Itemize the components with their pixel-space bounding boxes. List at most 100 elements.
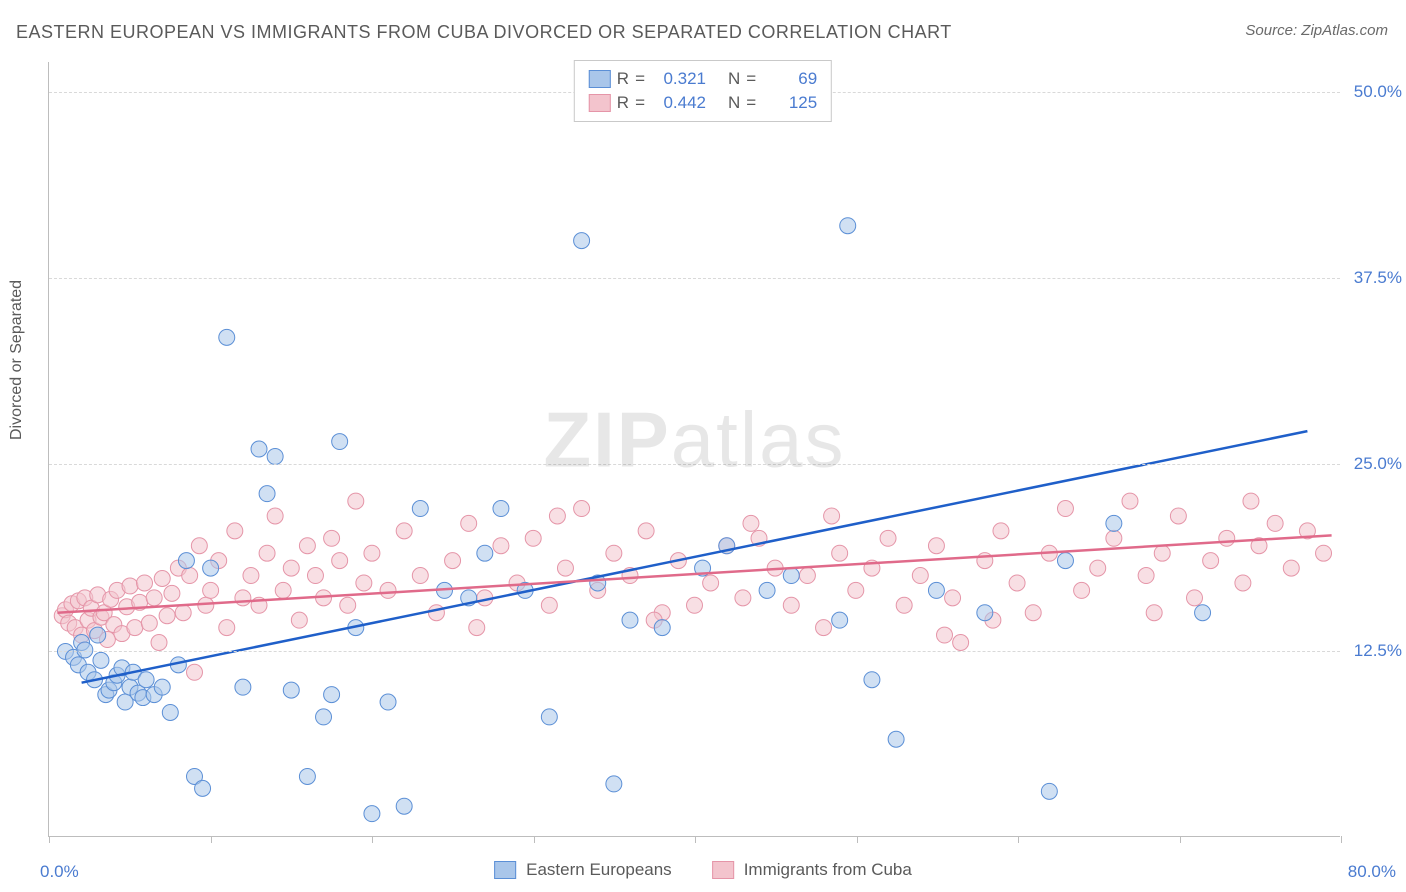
data-point bbox=[307, 568, 323, 584]
data-point bbox=[235, 679, 251, 695]
data-point bbox=[574, 501, 590, 517]
data-point bbox=[259, 486, 275, 502]
data-point bbox=[832, 545, 848, 561]
data-point bbox=[687, 597, 703, 613]
legend-item-cuba: Immigrants from Cuba bbox=[712, 860, 912, 880]
data-point bbox=[291, 612, 307, 628]
data-point bbox=[1090, 560, 1106, 576]
data-point bbox=[267, 508, 283, 524]
y-tick-label: 25.0% bbox=[1354, 454, 1402, 474]
data-point bbox=[1203, 553, 1219, 569]
data-point bbox=[299, 538, 315, 554]
data-point bbox=[164, 585, 180, 601]
swatch-cuba bbox=[589, 94, 611, 112]
data-point bbox=[243, 568, 259, 584]
data-point bbox=[299, 768, 315, 784]
data-point bbox=[380, 582, 396, 598]
data-point bbox=[469, 620, 485, 636]
data-point bbox=[549, 508, 565, 524]
data-point bbox=[1057, 553, 1073, 569]
data-point bbox=[493, 538, 509, 554]
data-point bbox=[203, 582, 219, 598]
source-attribution: Source: ZipAtlas.com bbox=[1245, 22, 1388, 39]
r-label: R bbox=[617, 69, 629, 89]
data-point bbox=[356, 575, 372, 591]
data-point bbox=[1283, 560, 1299, 576]
data-point bbox=[90, 627, 106, 643]
data-point bbox=[557, 560, 573, 576]
eq-sign-3: = bbox=[635, 93, 645, 113]
data-point bbox=[162, 704, 178, 720]
data-point bbox=[953, 635, 969, 651]
y-axis-label: Divorced or Separated bbox=[8, 280, 26, 440]
data-point bbox=[396, 523, 412, 539]
x-origin-label: 0.0% bbox=[40, 862, 79, 882]
data-point bbox=[380, 694, 396, 710]
data-point bbox=[816, 620, 832, 636]
data-point bbox=[154, 679, 170, 695]
data-point bbox=[783, 597, 799, 613]
data-point bbox=[880, 530, 896, 546]
data-point bbox=[138, 672, 154, 688]
data-point bbox=[654, 620, 670, 636]
data-point bbox=[154, 571, 170, 587]
data-point bbox=[219, 329, 235, 345]
data-point bbox=[259, 545, 275, 561]
data-point bbox=[1243, 493, 1259, 509]
data-point bbox=[396, 798, 412, 814]
data-point bbox=[93, 652, 109, 668]
source-prefix: Source: bbox=[1245, 22, 1301, 39]
data-point bbox=[1122, 493, 1138, 509]
chart-container: EASTERN EUROPEAN VS IMMIGRANTS FROM CUBA… bbox=[0, 0, 1406, 892]
data-point bbox=[137, 575, 153, 591]
data-point bbox=[159, 608, 175, 624]
x-tick bbox=[534, 836, 535, 843]
x-tick bbox=[1018, 836, 1019, 843]
data-point bbox=[1316, 545, 1332, 561]
data-point bbox=[525, 530, 541, 546]
data-point bbox=[477, 545, 493, 561]
n-label: N bbox=[728, 69, 740, 89]
data-point bbox=[235, 590, 251, 606]
x-tick bbox=[49, 836, 50, 843]
data-point bbox=[324, 687, 340, 703]
data-point bbox=[1219, 530, 1235, 546]
x-tick bbox=[1180, 836, 1181, 843]
r-label-2: R bbox=[617, 93, 629, 113]
data-point bbox=[799, 568, 815, 584]
gridline-h bbox=[49, 278, 1340, 279]
eq-sign-4: = bbox=[746, 93, 756, 113]
data-point bbox=[316, 709, 332, 725]
data-point bbox=[141, 615, 157, 631]
data-point bbox=[122, 578, 138, 594]
data-point bbox=[1041, 783, 1057, 799]
x-tick bbox=[857, 836, 858, 843]
y-tick-label: 50.0% bbox=[1354, 82, 1402, 102]
n-value-cuba: 125 bbox=[762, 93, 817, 113]
data-point bbox=[937, 627, 953, 643]
data-point bbox=[896, 597, 912, 613]
data-point bbox=[928, 582, 944, 598]
data-point bbox=[1187, 590, 1203, 606]
data-point bbox=[1106, 530, 1122, 546]
scatter-svg bbox=[49, 62, 1340, 836]
data-point bbox=[1146, 605, 1162, 621]
data-point bbox=[1057, 501, 1073, 517]
data-point bbox=[227, 523, 243, 539]
data-point bbox=[759, 582, 775, 598]
y-tick-label: 12.5% bbox=[1354, 641, 1402, 661]
legend-row-eastern: R = 0.321 N = 69 bbox=[589, 67, 817, 91]
data-point bbox=[606, 776, 622, 792]
data-point bbox=[203, 560, 219, 576]
data-point bbox=[461, 515, 477, 531]
data-point bbox=[541, 709, 557, 725]
data-point bbox=[412, 501, 428, 517]
data-point bbox=[493, 501, 509, 517]
data-point bbox=[1025, 605, 1041, 621]
data-point bbox=[364, 806, 380, 822]
x-tick bbox=[372, 836, 373, 843]
data-point bbox=[703, 575, 719, 591]
r-value-cuba: 0.442 bbox=[651, 93, 706, 113]
data-point bbox=[1267, 515, 1283, 531]
r-value-eastern: 0.321 bbox=[651, 69, 706, 89]
